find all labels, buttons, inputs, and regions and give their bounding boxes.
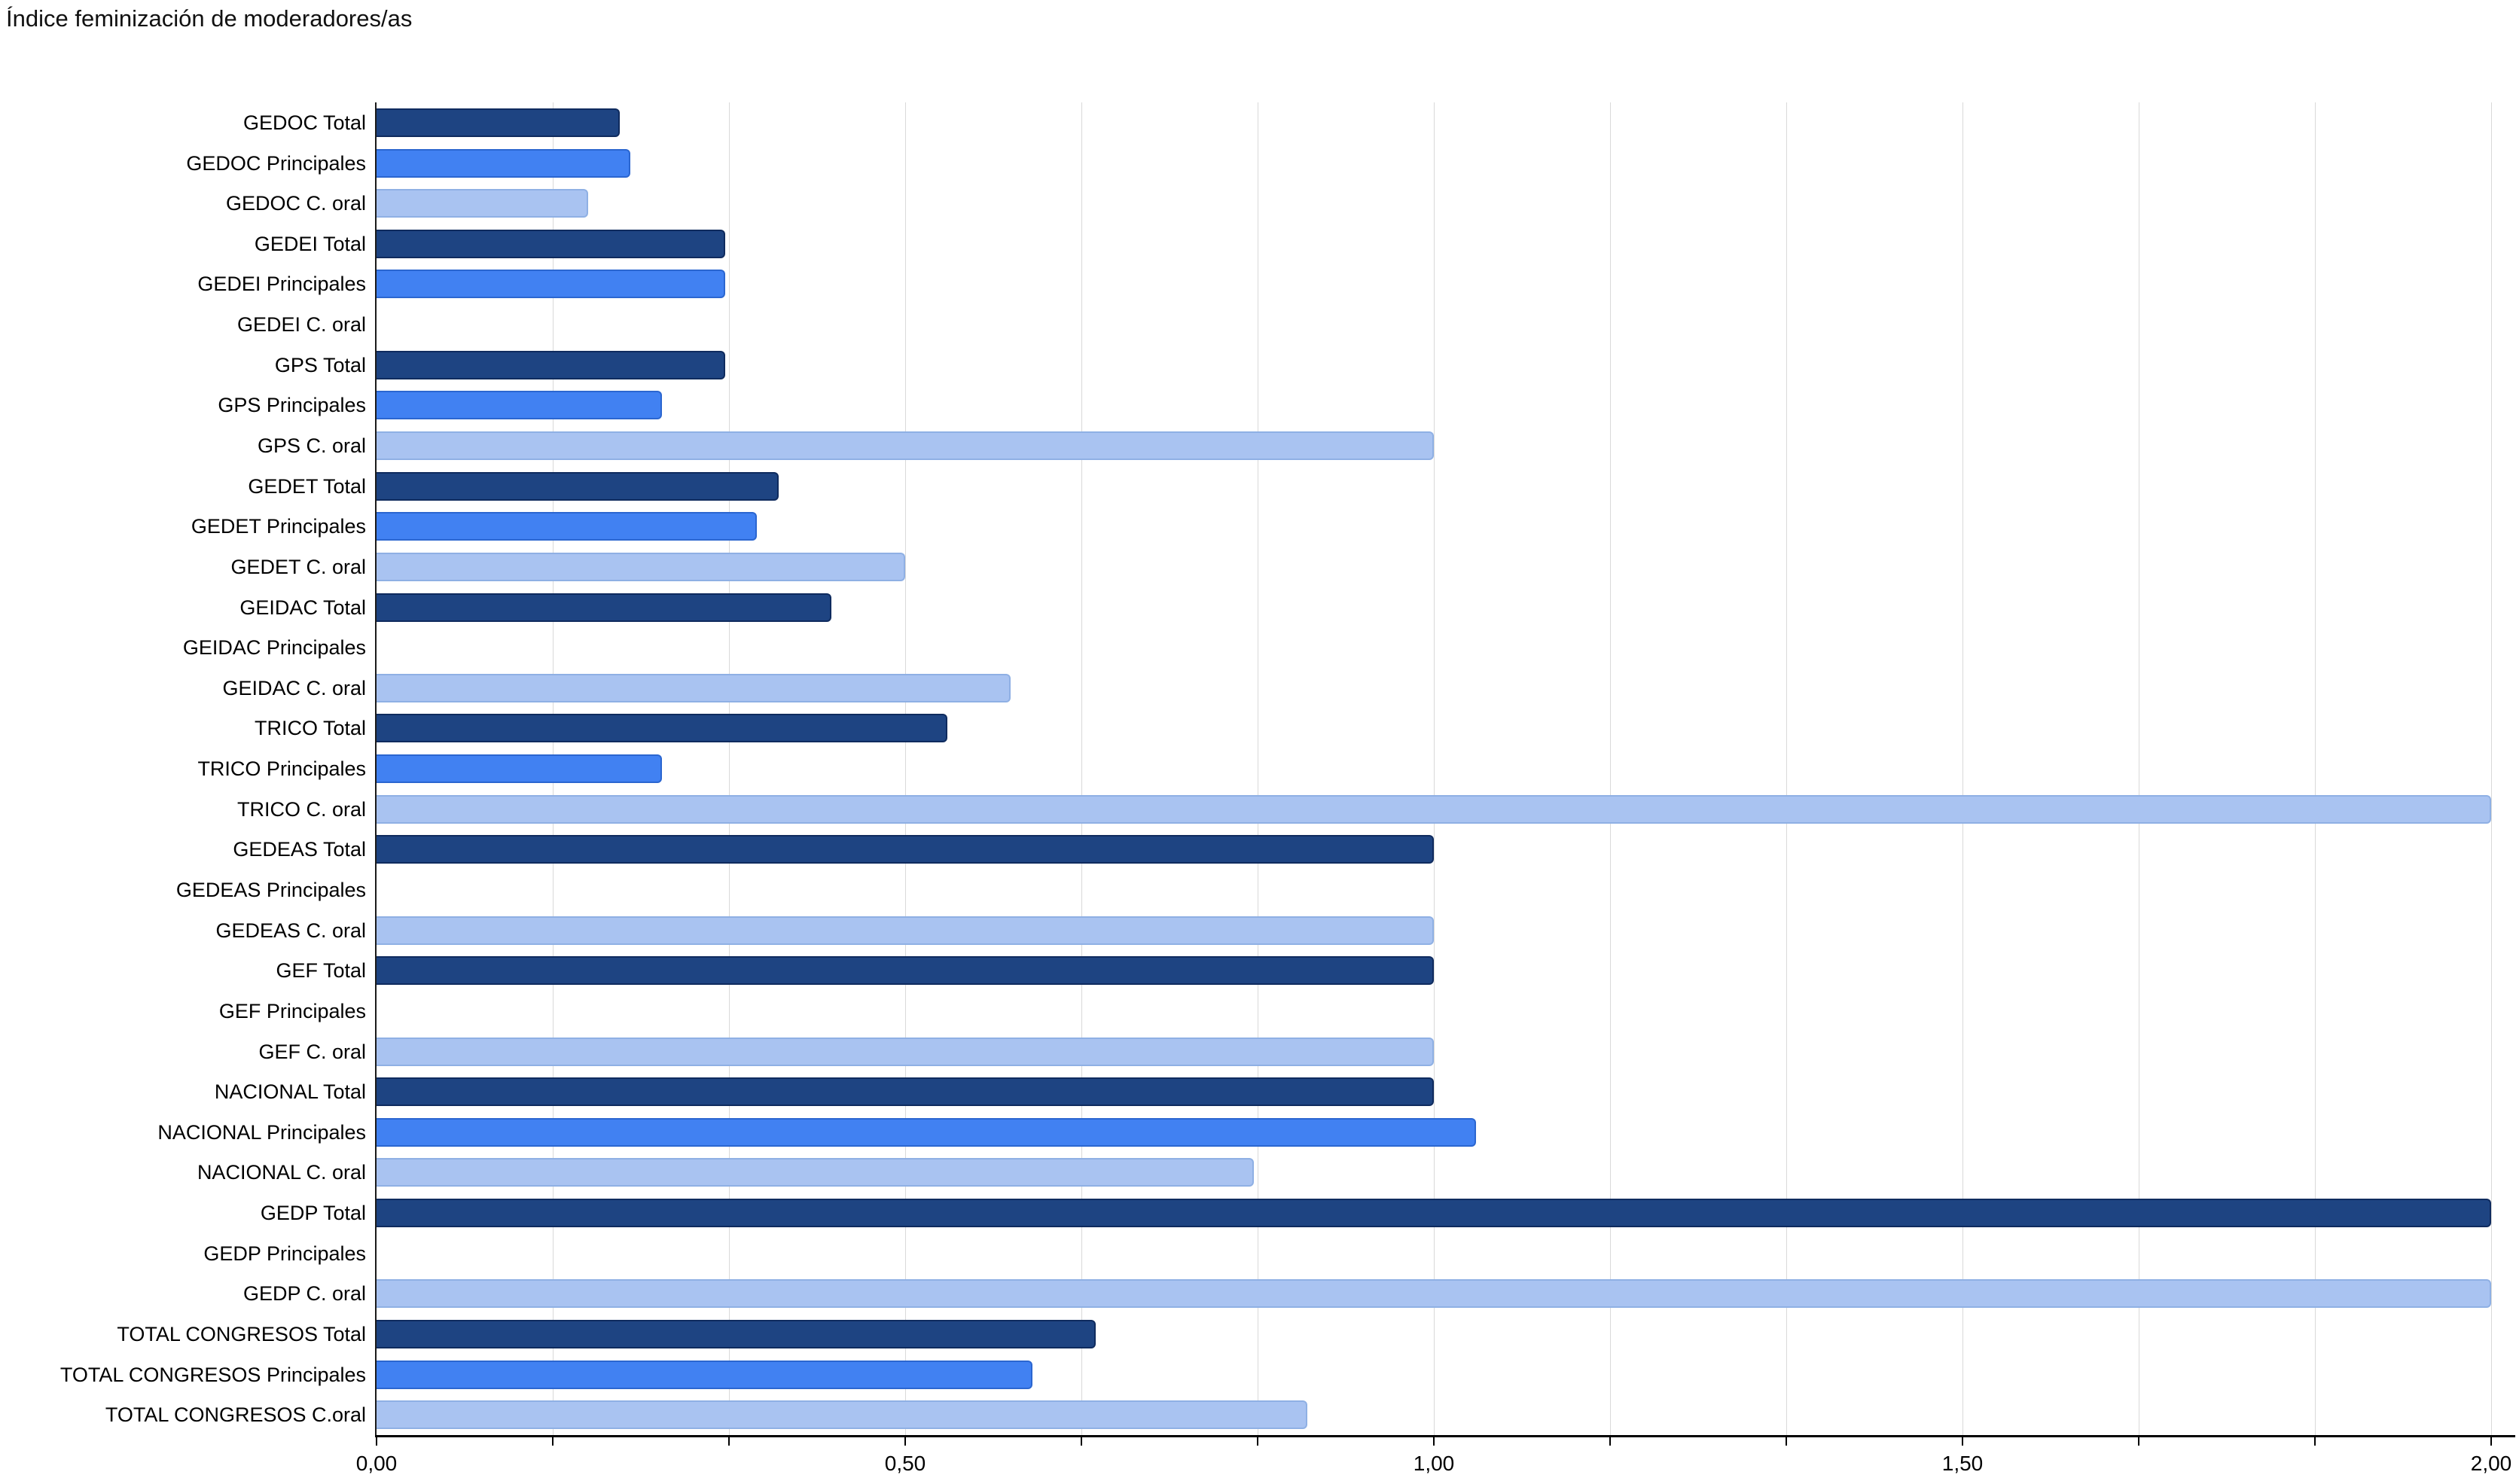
bar — [377, 835, 1434, 864]
bar — [377, 431, 1434, 460]
bar — [377, 512, 758, 541]
gridline — [729, 102, 730, 1435]
x-axis-tick-label: 1,50 — [1941, 1452, 1984, 1475]
gridline — [905, 102, 906, 1435]
bar — [377, 108, 620, 137]
bar — [377, 148, 630, 178]
x-axis-tick-label: 0,50 — [884, 1452, 926, 1475]
category-label: TRICO Principales — [197, 757, 366, 780]
category-label: TOTAL CONGRESOS Total — [117, 1322, 366, 1345]
bar — [377, 1117, 1477, 1147]
x-axis-tick — [1962, 1435, 1963, 1446]
category-label: GEF Principales — [218, 999, 366, 1022]
category-label: TOTAL CONGRESOS Principales — [59, 1363, 366, 1386]
category-label: GEF C. oral — [258, 1040, 366, 1063]
category-label: GPS Principales — [218, 394, 366, 417]
x-axis-tick-label: 0,00 — [355, 1452, 398, 1475]
category-label: GEDEI Total — [254, 232, 366, 255]
x-axis-tick — [552, 1435, 554, 1446]
bar — [377, 1400, 1307, 1430]
category-label: GEDP C. oral — [242, 1282, 366, 1306]
bar — [377, 1158, 1255, 1187]
category-label: GEDOC Total — [242, 111, 366, 134]
category-label: GEDEI C. oral — [236, 313, 366, 336]
bar — [377, 714, 948, 743]
category-label: NACIONAL Total — [214, 1080, 366, 1104]
category-label: TOTAL CONGRESOS C.oral — [105, 1403, 366, 1427]
chart-title: Índice feminización de moderadores/as — [6, 5, 413, 32]
category-label: GEDOC Principales — [186, 151, 366, 175]
category-label: GEF Total — [276, 959, 366, 983]
bar — [377, 1279, 2491, 1309]
x-axis-tick — [2490, 1435, 2492, 1446]
category-label: GEDET Principales — [191, 515, 366, 538]
x-axis-tick-label: 1,00 — [1413, 1452, 1455, 1475]
bar — [377, 189, 588, 218]
category-label: GEDOC C. oral — [225, 192, 366, 215]
bar — [377, 1077, 1434, 1107]
y-axis-line — [375, 102, 377, 1437]
x-axis-tick — [1786, 1435, 1787, 1446]
x-axis-tick — [728, 1435, 730, 1446]
bar — [377, 391, 663, 420]
gridline — [1786, 102, 1787, 1435]
category-label: GEIDAC C. oral — [222, 676, 366, 699]
category-label: NACIONAL Principales — [157, 1120, 366, 1144]
gridline — [1434, 102, 1435, 1435]
category-label: GEDEAS Total — [233, 838, 366, 861]
category-label: GPS C. oral — [257, 434, 366, 457]
bar — [377, 350, 726, 379]
gridline — [1610, 102, 1611, 1435]
x-axis-tick — [2138, 1435, 2139, 1446]
category-label: NACIONAL C. oral — [197, 1161, 366, 1184]
gridline — [1962, 102, 1963, 1435]
category-label: GEDET Total — [248, 474, 366, 498]
category-label: GEIDAC Principales — [182, 636, 366, 660]
x-axis-tick — [1081, 1435, 1082, 1446]
bar — [377, 956, 1434, 986]
bar — [377, 229, 726, 258]
x-axis-tick — [1257, 1435, 1258, 1446]
bar — [377, 916, 1434, 945]
x-axis-tick — [904, 1435, 906, 1446]
bar — [377, 270, 726, 299]
x-axis-tick — [376, 1435, 377, 1446]
x-axis-tick — [1433, 1435, 1435, 1446]
category-label: TRICO Total — [254, 717, 366, 740]
gridline — [2491, 102, 2492, 1435]
category-label: GEDP Principales — [203, 1242, 366, 1265]
bar — [377, 1319, 1096, 1348]
category-label: TRICO C. oral — [236, 797, 366, 821]
x-axis-line — [375, 1435, 2515, 1437]
category-label: GEDP Total — [260, 1202, 366, 1224]
bar — [377, 673, 1011, 702]
bar — [377, 1199, 2491, 1227]
bar — [377, 754, 663, 783]
bar — [377, 471, 779, 501]
gridline — [2315, 102, 2316, 1435]
category-label: GEIDAC Total — [239, 596, 366, 619]
category-label: GEDEAS C. oral — [215, 919, 366, 942]
bar — [377, 593, 831, 622]
gridline — [1081, 102, 1082, 1435]
category-label: GEDET C. oral — [230, 555, 366, 578]
bar — [377, 1037, 1434, 1066]
x-axis-tick-label: 2,00 — [2470, 1452, 2512, 1475]
x-axis-tick — [2314, 1435, 2316, 1446]
x-axis-tick — [1609, 1435, 1611, 1446]
bar — [377, 794, 2491, 824]
bar — [377, 1360, 1032, 1389]
bar — [377, 552, 905, 581]
category-label: GEDEI Principales — [197, 273, 366, 296]
category-label: GEDEAS Principales — [175, 878, 366, 901]
category-label: GPS Total — [274, 353, 366, 376]
